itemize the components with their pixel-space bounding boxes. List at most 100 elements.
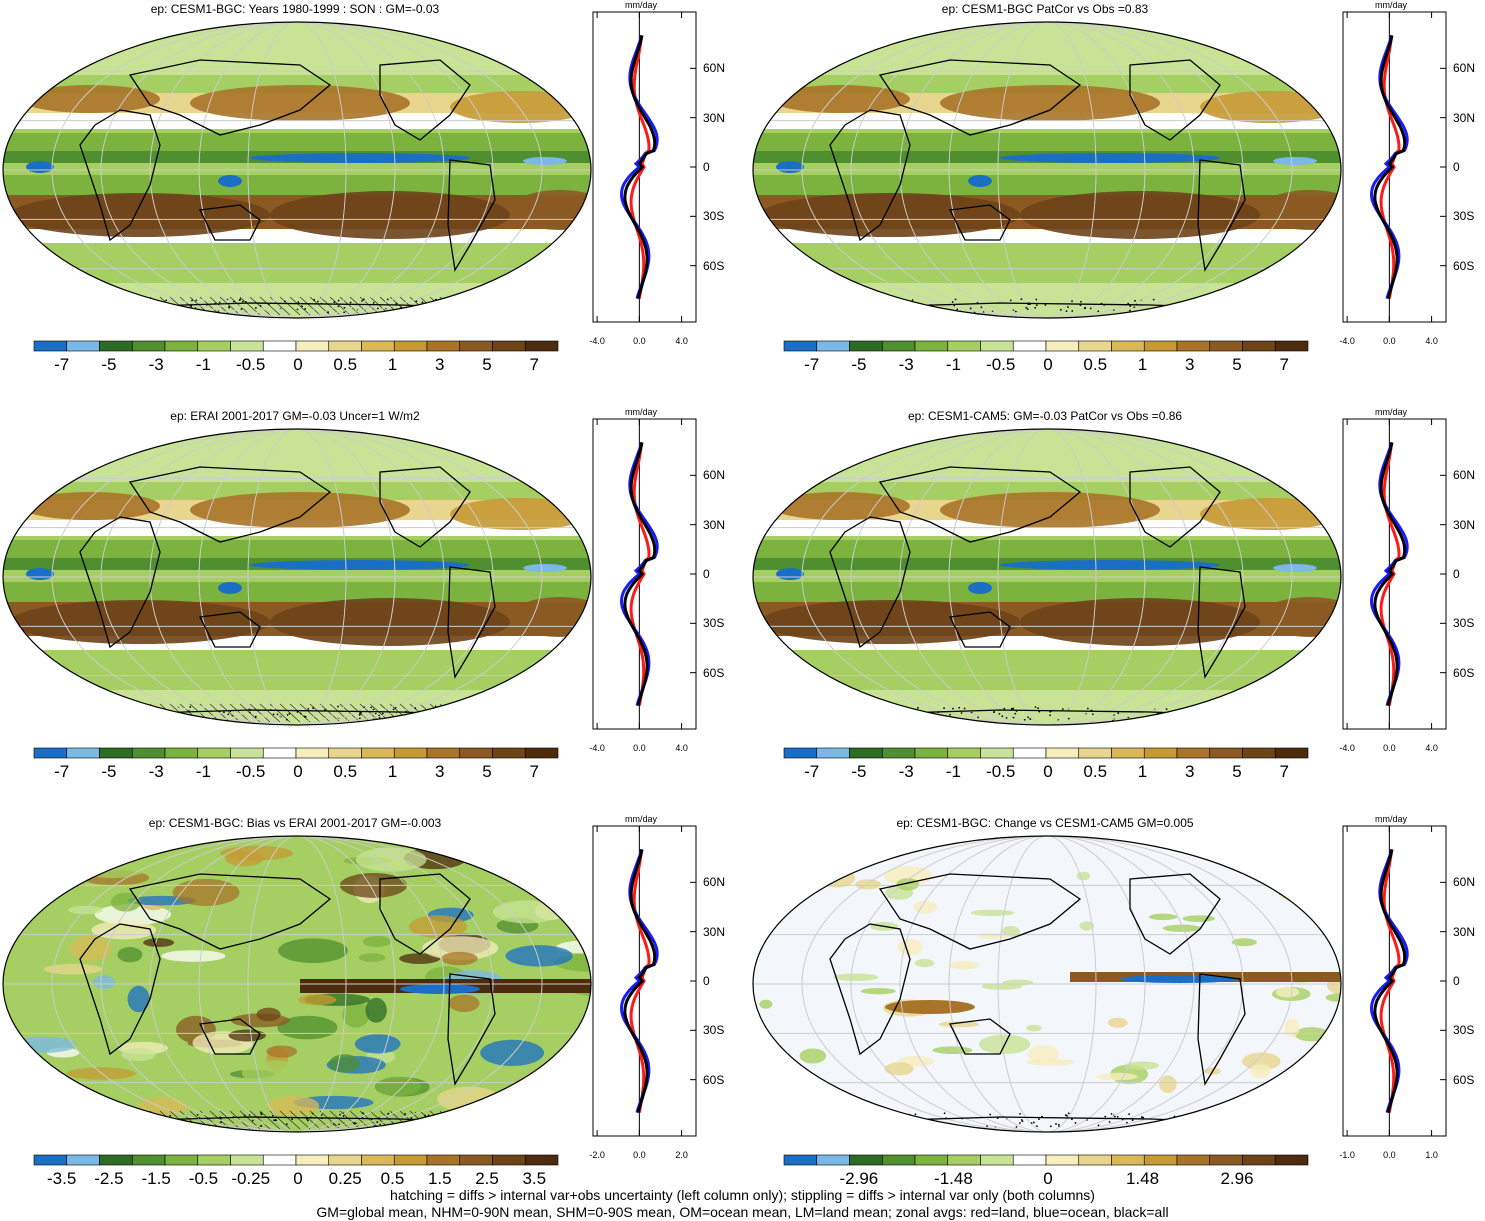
stipple-dot: [1019, 1112, 1021, 1115]
colorbar-swatch: [980, 1154, 1014, 1166]
stipple-dot: [1197, 1117, 1200, 1120]
colorbar-label: [1261, 1169, 1308, 1189]
bias-wet: [400, 984, 480, 994]
bias-blob: [15, 860, 36, 869]
stipple-dot: [227, 713, 230, 716]
bias-blob: [505, 945, 573, 967]
colorbar-labels: -3.5 -2.5 -1.5 -0.5 -0.25 0 0.25 0.5 1.5 2.5 3.5: [38, 1169, 558, 1189]
colorbar-swatch: [295, 1154, 330, 1166]
continent-outline-3: [379, 59, 471, 141]
stipple-dot: [1071, 310, 1074, 312]
colorbar-swatch: [1143, 747, 1178, 759]
colorbar-swatch: [262, 1154, 297, 1166]
bias-blob: [143, 938, 175, 948]
stipple-dot: [954, 298, 957, 301]
zonal-mean-plot: [592, 825, 697, 1137]
wet-spot-west: [26, 161, 54, 173]
lon-gridline: [997, 22, 1097, 318]
colorbar-swatch: [492, 747, 526, 759]
stipple-dot: [297, 301, 300, 304]
stipple-dot: [306, 1119, 309, 1122]
colorbar-swatch: [980, 747, 1014, 759]
map-border: [752, 428, 1342, 726]
bias-blob: [342, 1001, 370, 1028]
stipple-dot: [404, 1113, 407, 1115]
dry-patch-2: [770, 492, 910, 520]
stipple-dot: [260, 1125, 263, 1127]
zonal-x-tick: -4.0: [589, 743, 605, 753]
colorbar: [783, 747, 1309, 759]
stipple-dot: [424, 1114, 426, 1117]
stipple-dot: [904, 1120, 907, 1123]
hatch-line: [219, 296, 241, 316]
zonal-x-tick: -4.0: [1339, 336, 1355, 346]
stipple-dot: [360, 711, 362, 714]
stipple-dot: [1027, 716, 1030, 719]
bias-blob: [329, 1054, 360, 1073]
bias-blob: [278, 938, 348, 964]
band-0: [3, 22, 591, 75]
continent-outline-3: [379, 873, 471, 955]
stipple-dot: [1191, 1121, 1194, 1123]
stipple-dot: [301, 305, 303, 308]
stipple-dot: [1110, 1113, 1113, 1115]
change-blob: [897, 938, 923, 956]
colorbar-swatch: [1111, 747, 1145, 759]
stipple-dot: [1195, 299, 1197, 302]
stipple-dot: [313, 298, 316, 301]
hatch-line: [459, 703, 481, 723]
stipple-dot: [194, 310, 197, 313]
colorbar-swatch: [459, 1154, 493, 1166]
stipple-dot: [1097, 310, 1100, 313]
stipple-dot: [1089, 307, 1092, 310]
stipple-dot: [178, 1125, 180, 1128]
colorbar-label: -7: [804, 355, 820, 374]
colorbar-label: 5: [482, 355, 492, 374]
bias-blob: [137, 1097, 188, 1116]
stipple-dot: [392, 708, 395, 711]
hatch-line: [499, 296, 521, 316]
stipple-dot: [1158, 1125, 1161, 1128]
stipple-dot: [159, 301, 162, 304]
zonal-x-tick: 4.0: [1425, 336, 1438, 346]
zonal-x-tick: -4.0: [1339, 743, 1355, 753]
change-blob: [799, 1048, 827, 1064]
stipple-dot: [1059, 308, 1062, 311]
hatch-line: [289, 1110, 311, 1130]
change-blob: [1026, 1024, 1042, 1032]
colorbar-label: [883, 1169, 930, 1189]
stipple-dot: [337, 305, 340, 308]
stipple-dot: [421, 301, 424, 304]
stipple-dot: [443, 299, 446, 302]
robinson-map: [752, 835, 1342, 1133]
bias-blob: [355, 847, 427, 872]
hatch-line: [219, 703, 241, 723]
colorbar-label: 2.96: [1220, 1169, 1254, 1188]
band-4: [753, 133, 1341, 155]
colorbar-swatch: [164, 747, 199, 759]
colorbar-label: [977, 1169, 1024, 1189]
stipple-dot: [248, 711, 251, 714]
stipple-dot: [438, 310, 441, 313]
zonal-curve-all: [1373, 849, 1407, 1113]
colorbar-swatch: [816, 340, 850, 352]
colorbar-swatch: [66, 747, 100, 759]
hatch-line: [279, 1110, 301, 1130]
bias-blob: [68, 905, 104, 915]
stipple-dot: [1009, 299, 1012, 302]
stipple-dot: [1200, 1121, 1203, 1123]
stipple-dot: [901, 1121, 904, 1124]
map-border: [2, 428, 592, 726]
band-0: [3, 429, 591, 482]
lon-gridline: [850, 429, 1244, 725]
colorbar-label: 0: [1043, 355, 1053, 374]
hatch-line: [249, 1110, 271, 1130]
stipple-dot: [259, 304, 262, 307]
bias-blob: [172, 878, 240, 906]
lon-gridline: [997, 836, 1097, 1132]
stipple-dot: [1205, 713, 1207, 716]
change-dry: [885, 1000, 975, 1014]
colorbar-label: -7: [804, 762, 820, 781]
bias-blob: [91, 920, 157, 940]
zonal-x-tick: 0.0: [1383, 336, 1396, 346]
